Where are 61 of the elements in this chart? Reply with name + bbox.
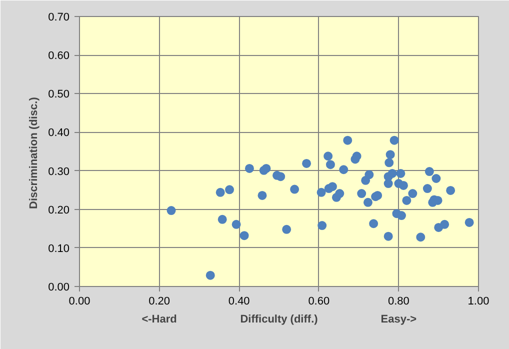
point <box>276 172 286 182</box>
point <box>363 198 372 207</box>
point <box>402 196 412 205</box>
y-tick-label: 0.60 <box>48 50 70 62</box>
point <box>206 270 215 280</box>
x-tick-label: 1.00 <box>468 296 490 308</box>
y-tick-label: 0.00 <box>48 282 70 294</box>
point <box>386 150 395 160</box>
y-tick-label: 0.40 <box>48 127 70 140</box>
point <box>384 158 394 168</box>
text: Easy-> <box>380 314 417 326</box>
point <box>388 168 397 178</box>
x-tick-label: 0.20 <box>148 296 170 308</box>
y-tick-label: 0.30 <box>48 166 70 178</box>
point <box>302 158 312 168</box>
y-tick-label: 0.20 <box>48 204 70 216</box>
point <box>262 164 271 173</box>
point <box>396 168 406 178</box>
point <box>324 152 333 161</box>
point <box>216 188 225 197</box>
point <box>343 136 352 145</box>
point <box>396 211 406 220</box>
y-tick-label: 0.10 <box>48 242 70 255</box>
point <box>328 182 337 192</box>
point <box>240 231 249 240</box>
y-tick-label: 0.50 <box>48 88 70 101</box>
point <box>416 232 426 242</box>
point <box>398 180 408 190</box>
point <box>440 220 450 229</box>
point <box>232 220 241 229</box>
point <box>357 189 366 198</box>
y-tick-label: 0.70 <box>48 12 70 24</box>
text: <-Hard <box>142 314 177 326</box>
point <box>390 136 399 145</box>
point <box>364 170 374 180</box>
point <box>422 184 432 194</box>
point <box>432 174 441 183</box>
x-tick-label: 0.80 <box>388 296 410 308</box>
point <box>369 219 378 228</box>
point <box>446 186 456 195</box>
x-tick-label: 0.60 <box>308 296 330 308</box>
point <box>326 160 335 170</box>
point <box>464 218 474 227</box>
point <box>290 184 300 194</box>
point <box>218 214 227 224</box>
point <box>166 206 176 216</box>
point <box>335 189 344 198</box>
point <box>384 232 393 241</box>
x-tick-label: 0.40 <box>228 296 250 308</box>
point <box>258 190 267 200</box>
point <box>316 188 326 197</box>
x-axis-title: Difficulty (diff.) <box>240 314 318 326</box>
point <box>244 164 254 173</box>
point <box>282 224 292 234</box>
point <box>408 189 418 198</box>
y-axis-title: Discrimination (disc.) <box>28 96 40 209</box>
x-tick-label: 0.00 <box>68 296 90 308</box>
point <box>424 167 434 176</box>
point <box>339 165 348 174</box>
point <box>225 185 234 194</box>
point <box>318 221 327 230</box>
